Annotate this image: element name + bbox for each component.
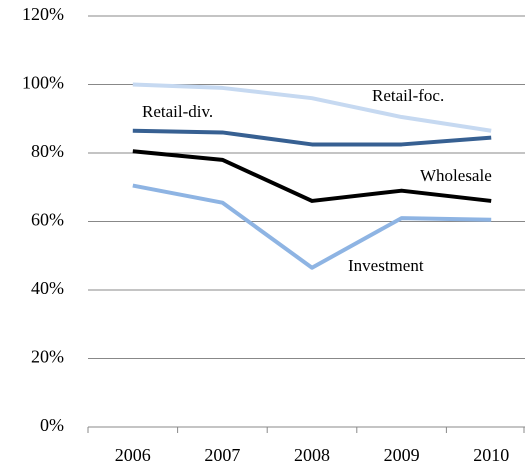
series-line bbox=[132, 149, 492, 203]
x-tick-label: 2007 bbox=[204, 445, 240, 465]
y-tick-label: 120% bbox=[22, 4, 64, 24]
series-label: Retail-div. bbox=[142, 102, 213, 121]
series-line bbox=[132, 82, 492, 133]
x-tick-label: 2008 bbox=[294, 445, 330, 465]
series-label: Wholesale bbox=[420, 166, 492, 185]
y-tick-label: 20% bbox=[31, 347, 64, 367]
x-tick-label: 2006 bbox=[115, 445, 151, 465]
y-tick-label: 40% bbox=[31, 278, 64, 298]
x-tick-label: 2009 bbox=[384, 445, 420, 465]
series-line bbox=[132, 183, 492, 270]
series-label: Retail-foc. bbox=[372, 86, 444, 105]
series-label: Investment bbox=[348, 256, 424, 275]
y-tick-label: 60% bbox=[31, 210, 64, 230]
y-tick-label: 80% bbox=[31, 141, 64, 161]
x-tick-label: 2010 bbox=[473, 445, 509, 465]
series-line bbox=[132, 128, 492, 147]
y-tick-label: 100% bbox=[22, 73, 64, 93]
y-tick-label: 0% bbox=[40, 415, 64, 435]
